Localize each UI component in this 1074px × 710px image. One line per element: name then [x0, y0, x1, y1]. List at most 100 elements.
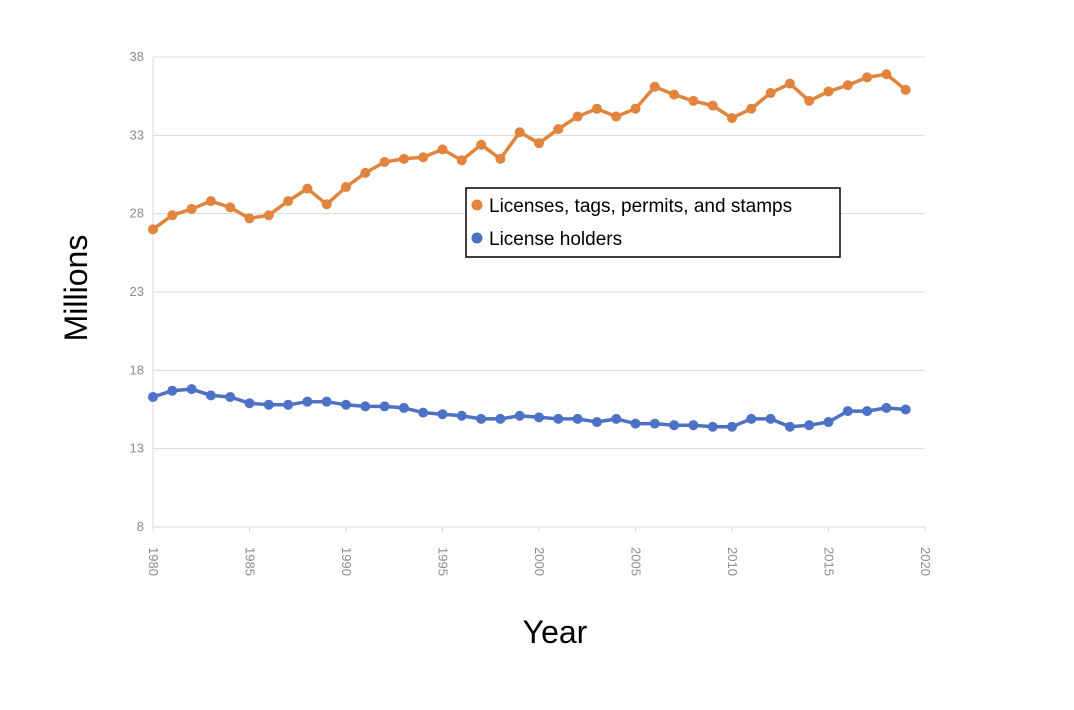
- legend-marker-license-holders: [471, 232, 483, 244]
- data-point: [186, 203, 197, 214]
- data-point: [167, 210, 178, 221]
- y-tick-label: 8: [137, 519, 144, 534]
- data-point: [862, 72, 873, 83]
- data-point: [746, 103, 757, 114]
- legend-label-licenses: Licenses, tags, permits, and stamps: [489, 196, 792, 217]
- data-point: [881, 69, 892, 80]
- data-point: [688, 420, 699, 431]
- data-point: [495, 413, 506, 424]
- x-tick-label: 2000: [532, 547, 547, 576]
- data-point: [823, 86, 834, 97]
- data-point: [534, 412, 544, 423]
- data-point: [900, 404, 911, 415]
- data-point: [205, 390, 216, 401]
- data-point: [591, 417, 602, 428]
- data-point: [669, 420, 680, 431]
- y-tick-label: 13: [130, 441, 144, 456]
- x-tick-label: 2020: [918, 547, 933, 576]
- legend-label-license-holders: License holders: [489, 229, 622, 250]
- data-point: [225, 391, 236, 402]
- data-point: [205, 196, 216, 207]
- data-point: [437, 409, 448, 420]
- x-tick-label: 1980: [146, 547, 161, 576]
- data-point: [765, 413, 776, 424]
- data-point: [148, 391, 158, 402]
- legend-box: [465, 187, 841, 258]
- y-tick-labels: 8 13 18 23 28 33 38: [130, 49, 144, 534]
- data-point: [341, 399, 351, 410]
- data-point: [321, 199, 332, 210]
- data-point: [321, 396, 332, 407]
- data-point: [379, 401, 390, 412]
- data-point: [688, 95, 699, 106]
- data-point: [572, 413, 583, 424]
- data-point: [534, 138, 544, 149]
- data-point: [263, 399, 274, 410]
- x-tick-label: 1985: [243, 547, 258, 576]
- data-point: [727, 113, 737, 124]
- data-point: [765, 88, 776, 99]
- data-point: [649, 81, 660, 92]
- data-point: [186, 384, 197, 395]
- data-point: [341, 182, 351, 193]
- data-point: [283, 196, 294, 207]
- data-point: [784, 78, 795, 89]
- data-point: [418, 407, 429, 418]
- gridlines: [153, 56, 925, 528]
- data-point: [611, 111, 622, 122]
- data-point: [707, 421, 718, 432]
- data-point: [456, 155, 467, 166]
- data-point: [398, 153, 409, 164]
- data-point: [302, 183, 313, 194]
- series-group: [148, 69, 911, 432]
- data-point: [148, 224, 158, 235]
- data-point: [302, 396, 313, 407]
- data-point: [746, 413, 757, 424]
- x-tick-label: 1995: [436, 547, 451, 576]
- data-point: [900, 84, 911, 95]
- y-tick-label: 23: [130, 284, 144, 299]
- data-point: [553, 413, 564, 424]
- legend: Licenses, tags, permits, and stamps Lice…: [465, 187, 841, 258]
- data-point: [707, 100, 718, 111]
- x-axis-title: Year: [523, 614, 588, 650]
- data-point: [611, 413, 622, 424]
- y-tick-label: 28: [130, 206, 144, 221]
- axes: [152, 57, 926, 532]
- x-tick-labels: 1980 1985 1990 1995 2000 2005 2010 2015 2020: [146, 547, 933, 576]
- data-point: [842, 406, 853, 417]
- data-point: [514, 127, 525, 138]
- x-tick-label: 2005: [629, 547, 644, 576]
- series-1: [148, 384, 911, 432]
- legend-marker-licenses: [471, 199, 483, 211]
- data-point: [804, 420, 815, 431]
- data-point: [591, 103, 602, 114]
- data-point: [630, 418, 641, 429]
- data-point: [283, 399, 294, 410]
- data-point: [495, 153, 506, 164]
- data-point: [727, 421, 737, 432]
- data-point: [669, 89, 680, 100]
- data-point: [804, 95, 815, 106]
- data-point: [476, 413, 487, 424]
- data-point: [244, 213, 255, 224]
- data-point: [456, 410, 467, 421]
- x-tick-label: 2010: [725, 547, 740, 576]
- data-point: [437, 144, 448, 155]
- data-point: [360, 401, 371, 412]
- x-tick-label: 2015: [822, 547, 837, 576]
- x-tick-label: 1990: [339, 547, 354, 576]
- data-point: [649, 418, 660, 429]
- y-tick-label: 33: [130, 127, 144, 142]
- data-point: [225, 202, 236, 213]
- series-line-1: [152, 387, 906, 429]
- series-0: [148, 69, 911, 235]
- data-point: [263, 210, 274, 221]
- y-axis-title: Millions: [58, 235, 94, 342]
- data-point: [379, 156, 390, 167]
- data-point: [842, 80, 853, 91]
- data-point: [823, 417, 834, 428]
- y-tick-label: 38: [130, 49, 144, 64]
- data-point: [514, 410, 525, 421]
